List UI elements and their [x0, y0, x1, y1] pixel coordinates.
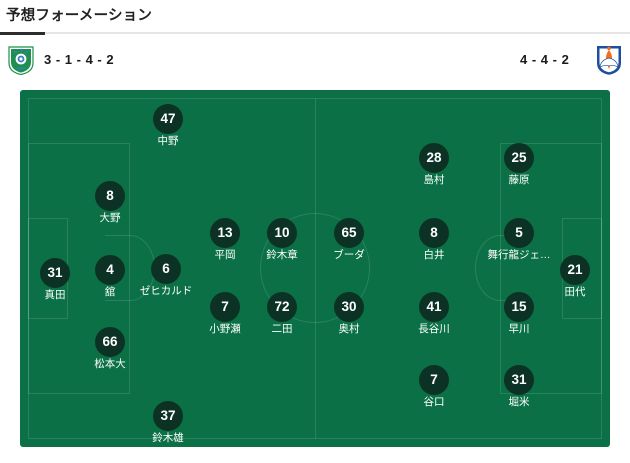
player-marker[interactable]: 13 平岡 — [187, 218, 263, 262]
player-number: 72 — [267, 292, 297, 322]
player-marker[interactable]: 5 舞行龍ジェ… — [481, 218, 557, 262]
player-name: 大野 — [99, 212, 121, 224]
player-name: 早川 — [508, 323, 530, 335]
player-number: 6 — [151, 254, 181, 284]
page-header: 予想フォーメーション — [0, 0, 630, 36]
player-marker[interactable]: 41 長谷川 — [396, 292, 472, 336]
player-number: 31 — [504, 365, 534, 395]
player-marker[interactable]: 6 ゼヒカルド — [128, 254, 204, 298]
player-marker[interactable]: 7 小野瀬 — [187, 292, 263, 336]
player-number: 37 — [153, 401, 183, 431]
player-name: 奥村 — [338, 323, 360, 335]
page-title: 予想フォーメーション — [6, 8, 153, 24]
player-number: 4 — [95, 255, 125, 285]
player-number: 7 — [419, 365, 449, 395]
player-marker[interactable]: 31 真田 — [20, 258, 93, 302]
tab-active-indicator — [0, 32, 45, 35]
player-name: 谷口 — [423, 396, 445, 408]
player-marker[interactable]: 25 藤原 — [481, 143, 557, 187]
player-number: 15 — [504, 292, 534, 322]
formation-pitch: 31 真田 4 舘 6 ゼヒカルド 8 大野 66 松本大 47 中野 37 鈴木雄 13 平岡 7 小野瀬 10 鈴… — [20, 90, 610, 447]
player-marker[interactable]: 65 ブーダ — [311, 218, 387, 262]
player-number: 41 — [419, 292, 449, 322]
player-name: ブーダ — [333, 249, 365, 261]
player-marker[interactable]: 21 田代 — [537, 255, 610, 299]
player-marker[interactable]: 37 鈴木雄 — [130, 401, 206, 445]
player-marker[interactable]: 30 奥村 — [311, 292, 387, 336]
player-marker[interactable]: 8 大野 — [72, 181, 148, 225]
away-team-crest-icon — [596, 45, 622, 75]
tab-underline-track — [0, 32, 630, 34]
player-number: 8 — [419, 218, 449, 248]
player-name: 白井 — [423, 249, 445, 261]
player-name: 堀米 — [508, 396, 530, 408]
away-formation-label: 4 - 4 - 2 — [520, 52, 570, 67]
player-name: 中野 — [157, 135, 179, 147]
player-name: 島村 — [423, 174, 445, 186]
player-number: 8 — [95, 181, 125, 211]
player-number: 65 — [334, 218, 364, 248]
player-marker[interactable]: 47 中野 — [130, 104, 206, 148]
player-name: 二田 — [271, 323, 293, 335]
player-number: 31 — [40, 258, 70, 288]
player-marker[interactable]: 15 早川 — [481, 292, 557, 336]
player-number: 5 — [504, 218, 534, 248]
player-marker[interactable]: 10 鈴木章 — [244, 218, 320, 262]
player-number: 13 — [210, 218, 240, 248]
teams-formation-bar: 3 - 1 - 4 - 2 4 - 4 - 2 — [0, 36, 630, 84]
player-marker[interactable]: 28 島村 — [396, 143, 472, 187]
player-marker[interactable]: 72 二田 — [244, 292, 320, 336]
player-marker[interactable]: 7 谷口 — [396, 365, 472, 409]
pitch-outer-line — [28, 98, 602, 439]
player-number: 28 — [419, 143, 449, 173]
player-marker[interactable]: 31 堀米 — [481, 365, 557, 409]
player-number: 7 — [210, 292, 240, 322]
player-name: 長谷川 — [418, 323, 450, 335]
home-formation-label: 3 - 1 - 4 - 2 — [44, 52, 115, 67]
player-number: 30 — [334, 292, 364, 322]
player-marker[interactable]: 66 松本大 — [72, 327, 148, 371]
player-number: 47 — [153, 104, 183, 134]
pitch-penalty-arc-right — [475, 235, 525, 301]
home-team-crest-icon — [8, 45, 34, 76]
player-name: 鈴木章 — [266, 249, 298, 261]
player-name: 藤原 — [508, 174, 530, 186]
player-number: 21 — [560, 255, 590, 285]
player-number: 66 — [95, 327, 125, 357]
pitch-center-circle — [260, 213, 370, 323]
player-number: 10 — [267, 218, 297, 248]
player-marker[interactable]: 8 白井 — [396, 218, 472, 262]
player-name: 松本大 — [94, 358, 126, 370]
player-number: 25 — [504, 143, 534, 173]
player-name: 鈴木雄 — [152, 432, 184, 444]
